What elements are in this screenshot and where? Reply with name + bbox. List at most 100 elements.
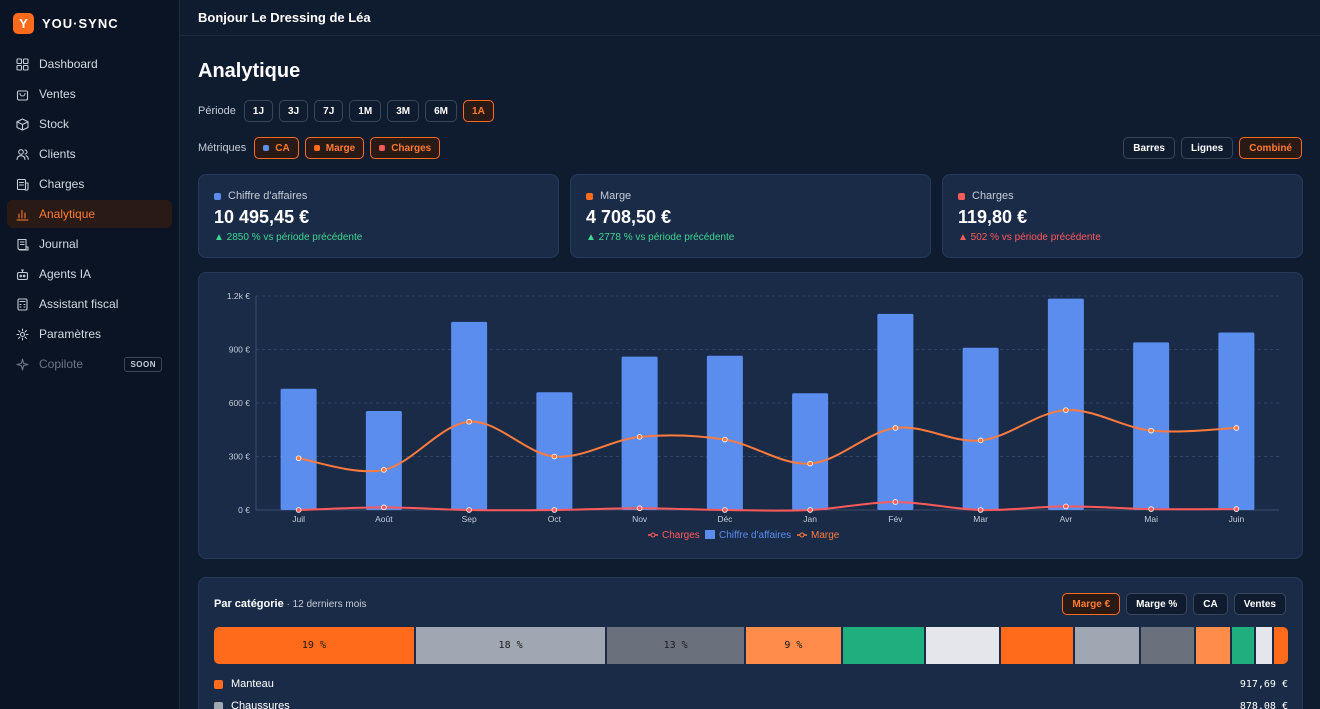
sidebar-item-label: Dashboard: [39, 57, 98, 71]
period-1a-button[interactable]: 1A: [463, 100, 494, 122]
category-title-text: Par catégorie: [214, 598, 284, 610]
calculator-icon: [16, 297, 29, 311]
category-segment[interactable]: [1232, 627, 1254, 664]
sidebar-item-assistant-fiscal[interactable]: Assistant fiscal: [7, 290, 172, 318]
x-tick-label: Mai: [1144, 514, 1158, 524]
bar-sep: [451, 321, 488, 510]
sidebar-item-analytique[interactable]: Analytique: [7, 200, 172, 228]
metrics-label: Métriques: [198, 142, 247, 154]
period-3j-button[interactable]: 3J: [279, 100, 309, 122]
sidebar-item-dashboard[interactable]: Dashboard: [7, 50, 172, 78]
grid-icon: [16, 57, 29, 71]
period-1j-button[interactable]: 1J: [243, 100, 274, 122]
x-tick-label: Avr: [1060, 514, 1073, 524]
category-amount: 878,08 €: [1239, 700, 1288, 709]
category-row-chaussures[interactable]: Chaussures 878,08 €: [214, 700, 1288, 709]
sidebar-item-ventes[interactable]: Ventes: [7, 80, 172, 108]
point-charges-jan: [807, 507, 813, 513]
sidebar-item-label: Agents IA: [39, 267, 92, 281]
category-segment[interactable]: [1001, 627, 1073, 664]
category-segment[interactable]: 18 %: [415, 627, 606, 664]
metric-charges-toggle[interactable]: Charges: [370, 137, 441, 159]
period-7j-button[interactable]: 7J: [314, 100, 344, 122]
y-tick-label: 600 €: [229, 398, 251, 408]
category-segment[interactable]: [925, 627, 1000, 664]
sidebar-item-copilote[interactable]: Copilote SOON: [7, 350, 172, 378]
kpi-value: 119,80 €: [958, 207, 1028, 227]
sidebar-item-stock[interactable]: Stock: [7, 110, 172, 138]
x-tick-label: Août: [375, 514, 393, 524]
view-combine-button[interactable]: Combiné: [1239, 137, 1302, 159]
category-marge-button[interactable]: Marge €: [1062, 593, 1121, 615]
category-row-manteau[interactable]: Manteau 917,69 €: [214, 678, 1288, 690]
category-ventes-button[interactable]: Ventes: [1233, 593, 1286, 615]
point-marge-nov: [636, 434, 643, 440]
brand-name: YOU·SYNC: [42, 16, 119, 31]
bar-aout: [365, 411, 402, 510]
category-segment[interactable]: 19 %: [214, 627, 414, 664]
kpi-value: 10 495,45 €: [214, 207, 310, 227]
x-tick-label: Déc: [717, 514, 733, 524]
top-bar: Bonjour Le Dressing de Léa: [180, 0, 1320, 36]
point-charges-avr: [1063, 503, 1069, 510]
kpi-label-text: Chiffre d'affaires: [228, 190, 308, 202]
legend-swatch-dot: [799, 532, 805, 538]
view-barres-button[interactable]: Barres: [1123, 137, 1175, 159]
view-lignes-button[interactable]: Lignes: [1180, 137, 1234, 159]
bar-mai: [1133, 342, 1170, 510]
greeting: Bonjour Le Dressing de Léa: [198, 10, 371, 25]
sidebar-item-label: Ventes: [39, 87, 76, 101]
sidebar-item-clients[interactable]: Clients: [7, 140, 172, 168]
kpi-change: ▲ 2778 % vs période précédente: [586, 232, 735, 243]
metric-marge-toggle[interactable]: Marge: [304, 137, 365, 159]
category-card: Par catégorie · 12 derniers mois Marge €…: [198, 577, 1303, 709]
brand-logo: Y: [13, 13, 34, 34]
category-title: Par catégorie · 12 derniers mois: [214, 598, 367, 610]
sidebar-item-journal[interactable]: Journal: [7, 230, 172, 258]
category-ca-button[interactable]: CA: [1193, 593, 1228, 615]
legend-item-chiffre-d-affaires: Chiffre d'affaires: [719, 530, 791, 541]
period-1m-button[interactable]: 1M: [349, 100, 382, 122]
kpi-color-dot: [958, 192, 965, 200]
category-marge-button[interactable]: Marge %: [1126, 593, 1188, 615]
category-segment[interactable]: 13 %: [607, 627, 745, 664]
point-marge-dec: [722, 436, 728, 443]
bar-jan: [792, 393, 829, 510]
bar-mar: [962, 347, 999, 510]
point-marge-jan: [807, 460, 813, 467]
x-tick-label: Mar: [973, 514, 988, 524]
sidebar-item-charges[interactable]: Charges: [7, 170, 172, 198]
bar-juin: [1218, 332, 1255, 510]
bar-nov: [621, 356, 658, 510]
period-3m-button[interactable]: 3M: [387, 100, 420, 122]
soon-badge: SOON: [124, 356, 162, 372]
category-segment[interactable]: [1141, 627, 1194, 664]
bar-chart-icon: [16, 208, 29, 221]
category-segment[interactable]: 9 %: [746, 627, 841, 664]
sidebar-item-parametres[interactable]: Paramètres: [7, 320, 172, 348]
category-stacked-bar: 19 % 18 % 13 % 9 %: [214, 627, 1288, 664]
category-segment[interactable]: [1255, 627, 1273, 664]
kpi-value: 4 708,50 €: [586, 207, 672, 227]
metric-filter: Métriques CA Marge Charges: [198, 137, 441, 159]
page-title: Analytique: [198, 60, 301, 82]
category-segment[interactable]: [1074, 627, 1140, 664]
category-color-swatch: [214, 679, 223, 689]
category-segment[interactable]: [1195, 627, 1231, 664]
category-segment[interactable]: [842, 627, 924, 664]
category-name: Manteau: [231, 678, 274, 690]
kpi-change: ▲ 502 % vs période précédente: [958, 232, 1101, 243]
chart-view-toggle: Barres Lignes Combiné: [1123, 137, 1302, 159]
category-segment[interactable]: [1274, 627, 1288, 664]
point-marge-mai: [1148, 427, 1154, 434]
point-charges-fev: [892, 499, 899, 505]
point-charges-dec: [722, 507, 728, 513]
point-charges-sep: [466, 507, 472, 513]
legend-item-charges: Charges: [662, 530, 700, 541]
category-name: Chaussures: [231, 700, 290, 709]
line-charges: [298, 500, 1237, 512]
metric-ca-toggle[interactable]: CA: [254, 137, 299, 159]
period-6m-button[interactable]: 6M: [425, 100, 458, 122]
brand[interactable]: Y YOU·SYNC: [13, 13, 119, 34]
sidebar-item-agents-ia[interactable]: Agents IA: [7, 260, 172, 288]
